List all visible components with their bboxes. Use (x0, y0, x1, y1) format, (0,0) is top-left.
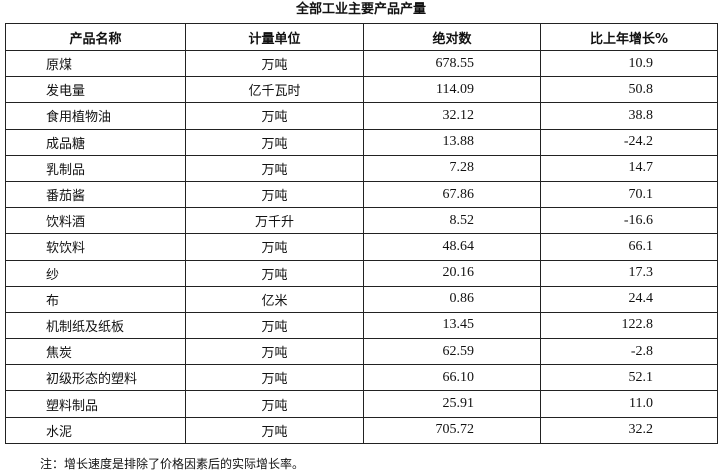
growth-cell: 32.2 (540, 416, 718, 444)
header-product-name: 产品名称 (5, 23, 186, 51)
unit-cell: 万吨 (185, 102, 364, 130)
growth-cell: 38.8 (540, 102, 718, 130)
product-name-cell: 塑料制品 (5, 390, 186, 418)
growth-cell: 24.4 (540, 285, 718, 313)
unit-cell: 万吨 (185, 311, 364, 340)
table-row: 纱万吨 20.16 17.3 (5, 259, 718, 287)
product-name-cell: 食用植物油 (5, 102, 186, 130)
growth-cell: 122.8 (540, 311, 718, 340)
growth-cell: 10.9 (540, 49, 718, 78)
unit-cell: 亿米 (185, 285, 364, 313)
absolute-cell: 678.55 (363, 49, 541, 78)
product-name-cell: 焦炭 (5, 338, 186, 366)
product-name-cell: 初级形态的塑料 (5, 364, 186, 392)
table-row: 食用植物油 万吨 32.12 38.8 (5, 102, 718, 130)
growth-cell: -16.6 (540, 207, 718, 235)
table-row: 初级形态的塑料 万吨 66.10 52.1 (5, 364, 718, 392)
absolute-cell: 25.91 (363, 390, 541, 418)
product-name-cell: 水泥 (5, 416, 186, 444)
header-growth: 比上年增长% (540, 23, 718, 51)
absolute-cell: 48.64 (363, 233, 541, 261)
absolute-cell: 20.16 (363, 259, 541, 287)
product-name-cell: 布 (5, 285, 186, 313)
product-name-cell: 纱 (5, 259, 186, 287)
absolute-cell: 62.59 (363, 338, 541, 366)
table-row: 乳制品 万吨 7.28 14.7 (5, 154, 718, 182)
table-row: 机制纸及纸板 万吨 13.45 122.8 (5, 311, 718, 340)
absolute-cell: 705.72 (363, 416, 541, 444)
table-row: 焦炭 万吨 62.59 -2.8 (5, 338, 718, 366)
unit-cell: 万吨 (185, 390, 364, 418)
absolute-cell: 0.86 (363, 285, 541, 313)
absolute-cell: 66.10 (363, 364, 541, 392)
table-row: 番茄酱 万吨 67.86 70.1 (5, 180, 718, 209)
unit-cell: 万吨 (185, 49, 364, 78)
absolute-cell: 67.86 (363, 180, 541, 209)
absolute-cell: 7.28 (363, 154, 541, 182)
unit-cell: 万千升 (185, 207, 364, 235)
table-row: 塑料制品 万吨 25.91 11.0 (5, 390, 718, 418)
table-title: 全部工业主要产品产量 (295, 2, 426, 17)
product-name-cell: 机制纸及纸板 (5, 311, 186, 340)
absolute-cell: 13.88 (363, 128, 541, 156)
unit-cell: 万吨 (185, 338, 364, 366)
growth-cell: 50.8 (540, 76, 718, 104)
product-name-cell: 发电量 (5, 76, 186, 104)
unit-cell: 万吨 (185, 128, 364, 156)
product-name-cell: 饮料酒 (5, 207, 186, 235)
header-unit: 计量单位 (185, 23, 364, 51)
absolute-cell: 114.09 (363, 76, 541, 104)
absolute-cell: 13.45 (363, 311, 541, 340)
unit-cell: 万吨 (185, 180, 364, 209)
table-row: 水泥 万吨 705.72 32.2 (5, 416, 718, 444)
table-row: 发电量 亿千瓦时 114.09 50.8 (5, 76, 718, 104)
footnote: 注：增长速度是排除了价格因素后的实际增长率。 (40, 457, 305, 471)
product-name-cell: 番茄酱 (5, 180, 186, 209)
product-name-cell: 成品糖 (5, 128, 186, 156)
growth-cell: 17.3 (540, 259, 718, 287)
growth-cell: 70.1 (540, 180, 718, 209)
table-row: 软饮料 万吨 48.64 66.1 (5, 233, 718, 261)
growth-cell: 66.1 (540, 233, 718, 261)
growth-cell: -2.8 (540, 338, 718, 366)
growth-cell: 14.7 (540, 154, 718, 182)
unit-cell: 亿千瓦时 (185, 76, 364, 104)
product-name-cell: 原煤 (5, 49, 186, 78)
growth-cell: 52.1 (540, 364, 718, 392)
table-row: 饮料酒 万千升 8.52 -16.6 (5, 207, 718, 235)
unit-cell: 万吨 (185, 416, 364, 444)
product-name-cell: 软饮料 (5, 233, 186, 261)
header-absolute: 绝对数 (363, 23, 541, 51)
absolute-cell: 32.12 (363, 102, 541, 130)
unit-cell: 万吨 (185, 154, 364, 182)
table-row: 布亿米 0.86 24.4 (5, 285, 718, 313)
unit-cell: 万吨 (185, 364, 364, 392)
unit-cell: 万吨 (185, 233, 364, 261)
header-row: 产品名称 计量单位 绝对数 比上年增长% (5, 23, 718, 51)
table-row: 成品糖 万吨 13.88 -24.2 (5, 128, 718, 156)
absolute-cell: 8.52 (363, 207, 541, 235)
table-row: 原煤 万吨 678.55 10.9 (5, 49, 718, 78)
product-output-table: 产品名称 计量单位 绝对数 比上年增长% 原煤 万吨 678.55 10.9 发电量 亿千… (5, 23, 718, 444)
growth-cell: -24.2 (540, 128, 718, 156)
unit-cell: 万吨 (185, 259, 364, 287)
growth-cell: 11.0 (540, 390, 718, 418)
product-name-cell: 乳制品 (5, 154, 186, 182)
